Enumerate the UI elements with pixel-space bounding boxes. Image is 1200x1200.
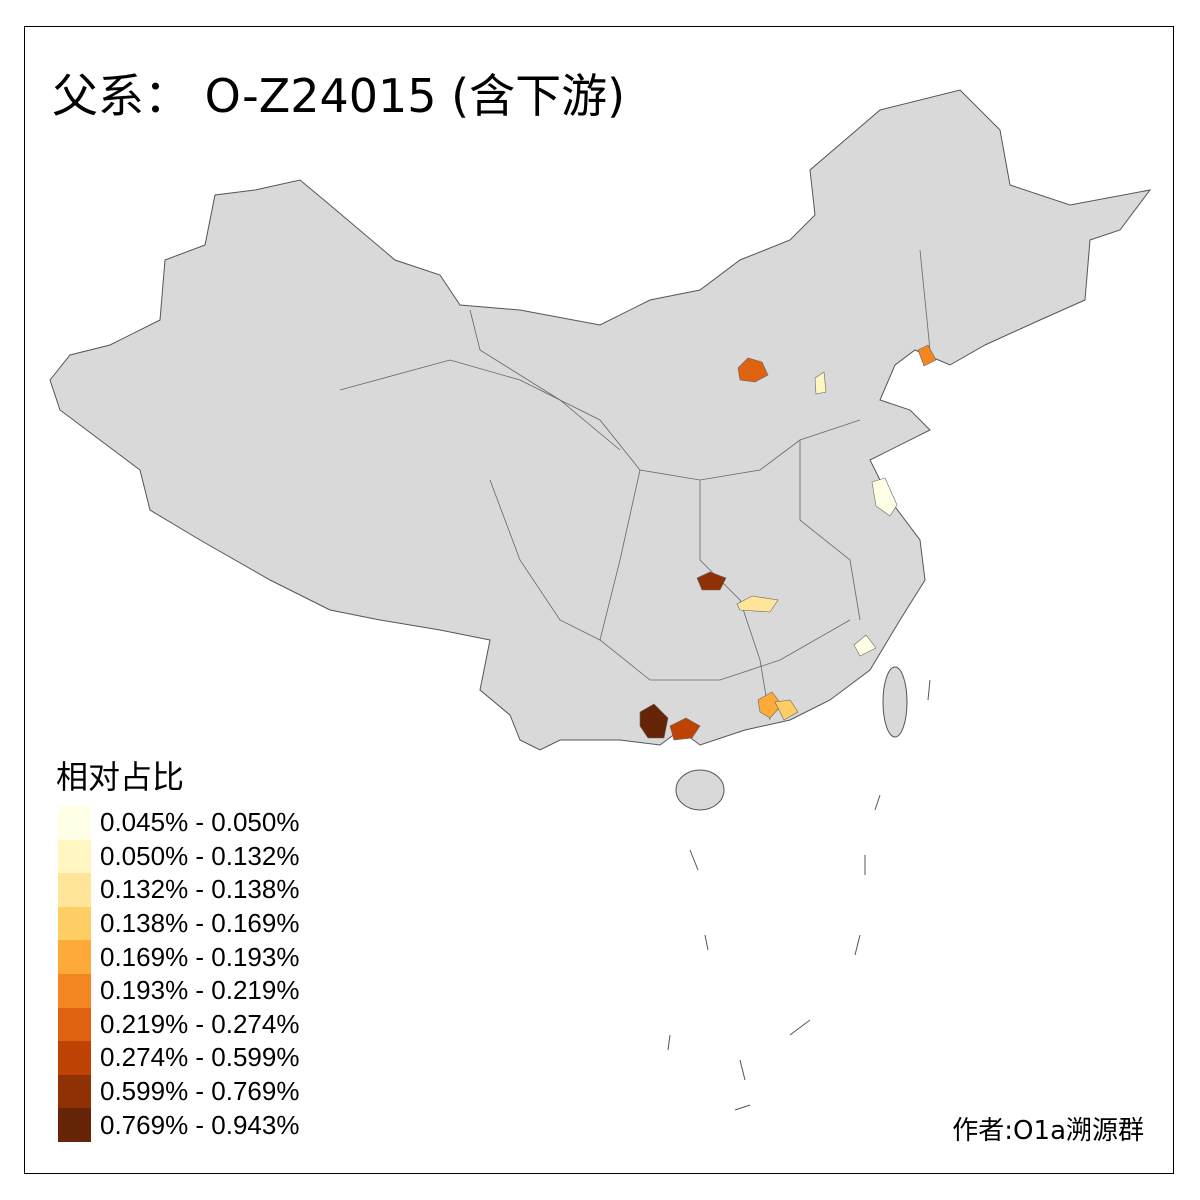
legend-swatch (58, 1074, 91, 1109)
legend-item: 0.169% - 0.193% (58, 940, 299, 974)
south-sea-islands (667, 679, 931, 1111)
legend-item: 0.219% - 0.274% (58, 1007, 300, 1042)
legend-label: 0.769% - 0.943% (100, 1109, 300, 1140)
legend-swatch (58, 1108, 91, 1142)
region-fujian (853, 634, 877, 657)
legend-item: 0.599% - 0.769% (58, 1074, 300, 1109)
region-guangxi-b (669, 717, 701, 741)
legend-item: 0.138% - 0.169% (58, 906, 300, 941)
region-shanxi (737, 357, 769, 383)
legend-item: 0.769% - 0.943% (58, 1108, 299, 1142)
legend-label: 0.132% - 0.138% (100, 874, 300, 905)
legend-label: 0.050% - 0.132% (100, 840, 300, 871)
legend-swatch (58, 839, 91, 874)
region-hubei (696, 571, 727, 591)
legend-swatch (58, 1007, 91, 1042)
legend-item: 0.045% - 0.050% (58, 806, 299, 840)
legend-item: 0.132% - 0.138% (58, 873, 299, 907)
region-guangdong-a (757, 691, 783, 719)
region-guangxi-a (639, 703, 669, 739)
legend-title: 相对占比 (56, 758, 185, 796)
author-credit: 作者:O1a溯源群 (952, 1116, 1144, 1146)
legend-label: 0.274% - 0.599% (100, 1042, 300, 1073)
legend-item: 0.050% - 0.132% (58, 839, 300, 874)
legend-label: 0.045% - 0.050% (100, 807, 300, 838)
legend-swatch (58, 806, 91, 840)
legend-label: 0.193% - 0.219% (100, 975, 300, 1006)
region-jiangsu (871, 477, 898, 517)
legend-label: 0.599% - 0.769% (100, 1076, 300, 1107)
legend-label: 0.219% - 0.274% (100, 1008, 300, 1039)
region-guangdong-b (774, 699, 799, 721)
region-liaoning (917, 344, 937, 367)
legend-swatch (58, 940, 91, 974)
legend-swatch (58, 973, 91, 1008)
legend: 0.045% - 0.050% 0.050% - 0.132% 0.132% - 0… (58, 806, 299, 1142)
legend-swatch (58, 1041, 91, 1075)
legend-item: 0.193% - 0.219% (58, 973, 300, 1008)
legend-label: 0.138% - 0.169% (100, 908, 300, 939)
legend-swatch (58, 906, 91, 941)
legend-item: 0.274% - 0.599% (58, 1041, 299, 1075)
highlight-regions (639, 344, 937, 741)
region-hunan (736, 595, 779, 613)
hainan-region (675, 769, 725, 811)
legend-swatch (58, 873, 91, 907)
map-title: 父系： O-Z24015 (含下游) (52, 69, 626, 123)
legend-label: 0.169% - 0.193% (100, 941, 300, 972)
province-borders (339, 249, 931, 721)
region-hebei (814, 371, 827, 395)
taiwan-region (882, 666, 908, 738)
map-frame (24, 26, 1174, 1174)
